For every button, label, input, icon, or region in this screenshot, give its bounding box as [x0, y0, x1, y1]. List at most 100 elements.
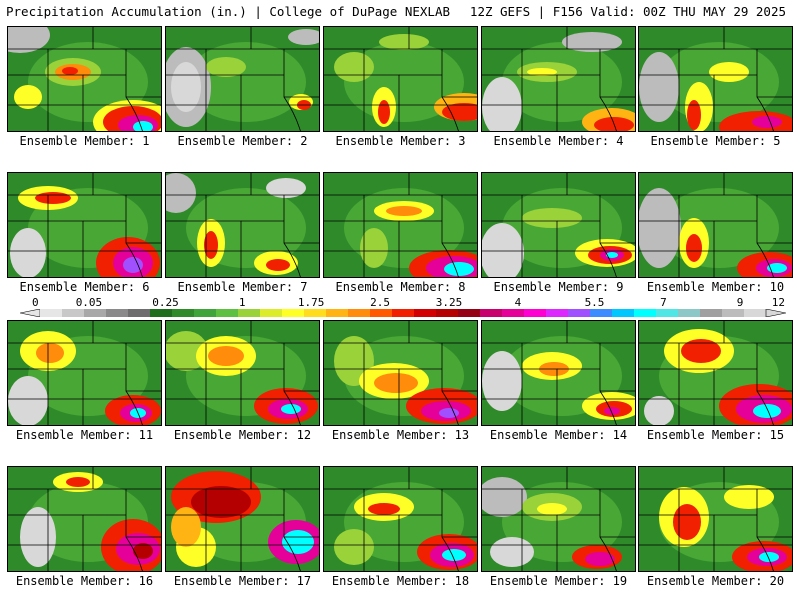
state-boundaries [324, 467, 477, 571]
colorbar-tick-label: 1 [238, 296, 246, 309]
state-boundaries [639, 321, 792, 425]
colorbar-segment [744, 309, 767, 317]
precip-contour [724, 485, 774, 509]
colorbar-segment [678, 309, 701, 317]
colorbar-segment [62, 309, 85, 317]
precip-contour [334, 529, 374, 565]
precip-contour [759, 552, 779, 562]
ensemble-member-label: Ensemble Member: 1 [19, 134, 150, 148]
colorbar-segment [546, 309, 569, 317]
colorbar-scale [20, 309, 786, 317]
colorbar-segment [414, 309, 437, 317]
ensemble-member-label: Ensemble Member: 18 [331, 574, 470, 588]
precip-contour [673, 504, 701, 540]
precip-contour [639, 188, 681, 268]
precip-contour [123, 257, 143, 273]
precip-contour [374, 373, 418, 393]
ensemble-member-label: Ensemble Member: 20 [646, 574, 785, 588]
colorbar-tick-label: 9 [736, 296, 744, 309]
state-boundaries [639, 27, 792, 131]
precip-contour [334, 52, 374, 82]
colorbar-segment [304, 309, 327, 317]
precip-contour [133, 543, 153, 559]
colorbar-segment [106, 309, 129, 317]
state-boundaries [8, 321, 161, 425]
precip-contour [753, 404, 781, 418]
ensemble-member-map [7, 466, 162, 572]
ensemble-member-map [638, 172, 793, 278]
ensemble-member-label: Ensemble Member: 4 [493, 134, 624, 148]
colorbar-segment [194, 309, 217, 317]
ensemble-member-map [7, 26, 162, 132]
precip-contour [639, 52, 679, 122]
state-boundaries [166, 467, 319, 571]
colorbar-segment [282, 309, 305, 317]
colorbar-segment [84, 309, 107, 317]
precip-contour [379, 34, 429, 50]
precip-contour [10, 228, 46, 277]
ensemble-member-label: Ensemble Member: 9 [493, 280, 624, 294]
ensemble-member-map [7, 320, 162, 426]
ensemble-member-map [638, 320, 793, 426]
precip-contour [606, 252, 618, 258]
colorbar-tick-label: 7 [660, 296, 667, 309]
precip-contour [266, 259, 290, 271]
state-boundaries [166, 27, 319, 131]
precip-contour [522, 208, 582, 228]
colorbar-segment [40, 309, 63, 317]
state-boundaries [482, 467, 635, 571]
precip-contour [360, 228, 388, 268]
colorbar-tick-label: 4 [514, 296, 522, 309]
ensemble-member-label: Ensemble Member: 12 [173, 428, 312, 442]
precip-contour [166, 173, 196, 213]
precip-contour [171, 507, 201, 547]
state-boundaries [8, 467, 161, 571]
precip-contour [709, 62, 749, 82]
ensemble-member-map [165, 172, 320, 278]
colorbar-tick-label: 0.05 [75, 296, 103, 309]
state-boundaries [324, 321, 477, 425]
ensemble-member-map [323, 320, 478, 426]
ensemble-member-map [481, 26, 636, 132]
precip-contour [378, 100, 390, 124]
precip-contour [686, 234, 702, 262]
colorbar-segment [370, 309, 393, 317]
ensemble-member-label: Ensemble Member: 13 [331, 428, 470, 442]
ensemble-member-label: Ensemble Member: 16 [15, 574, 154, 588]
precip-contour [386, 206, 422, 216]
ensemble-member-label: Ensemble Member: 15 [646, 428, 785, 442]
precip-contour [8, 27, 50, 53]
colorbar-segment [172, 309, 195, 317]
ensemble-member-label: Ensemble Member: 8 [335, 280, 466, 294]
map-title: Precipitation Accumulation (in.) | Colle… [6, 4, 451, 19]
state-boundaries [482, 173, 635, 277]
state-boundaries [166, 321, 319, 425]
precip-contour [266, 178, 306, 198]
precip-contour [687, 100, 701, 130]
ensemble-member-map [323, 172, 478, 278]
ensemble-member-map [165, 320, 320, 426]
colorbar-tick-label: 0 [32, 296, 39, 309]
ensemble-member-label: Ensemble Member: 14 [489, 428, 628, 442]
colorbar-segment [634, 309, 657, 317]
precip-contour [288, 29, 319, 45]
ensemble-member-label: Ensemble Member: 10 [646, 280, 785, 294]
ensemble-member-map [481, 466, 636, 572]
state-boundaries [8, 27, 161, 131]
precip-contour [8, 376, 48, 425]
state-boundaries [482, 27, 635, 131]
colorbar-segment [480, 309, 503, 317]
ensemble-member-label: Ensemble Member: 17 [173, 574, 312, 588]
colorbar-segment [568, 309, 591, 317]
colorbar-tick-label: 2.5 [370, 296, 390, 309]
state-boundaries [166, 173, 319, 277]
precip-contour [442, 103, 477, 121]
precip-contour [482, 477, 527, 517]
colorbar-segment [392, 309, 415, 317]
precip-contour [604, 407, 620, 415]
precip-contour [442, 549, 466, 561]
state-boundaries [639, 467, 792, 571]
colorbar-tick-label: 5.5 [584, 296, 605, 309]
precip-contour [62, 67, 78, 75]
ensemble-member-map [323, 466, 478, 572]
